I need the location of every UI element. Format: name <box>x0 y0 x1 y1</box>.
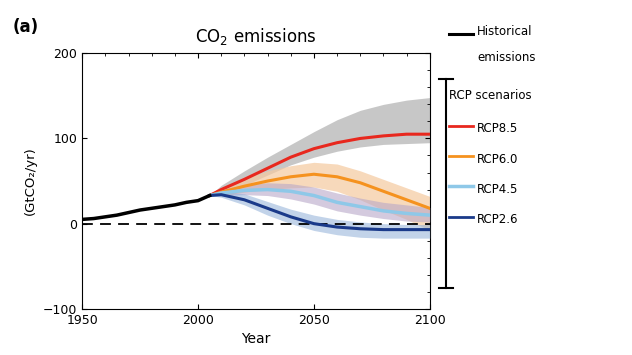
X-axis label: Year: Year <box>241 332 270 346</box>
Text: (a): (a) <box>13 18 39 36</box>
Text: Historical: Historical <box>477 25 533 38</box>
Title: CO$_2$ emissions: CO$_2$ emissions <box>195 26 317 47</box>
Text: RCP6.0: RCP6.0 <box>477 153 518 166</box>
Text: RCP4.5: RCP4.5 <box>477 183 518 196</box>
Text: RCP2.6: RCP2.6 <box>477 213 519 226</box>
Y-axis label: (GtCO₂/yr): (GtCO₂/yr) <box>25 147 37 215</box>
Text: emissions: emissions <box>477 51 536 65</box>
Text: RCP scenarios: RCP scenarios <box>449 89 532 102</box>
Text: RCP8.5: RCP8.5 <box>477 122 518 136</box>
